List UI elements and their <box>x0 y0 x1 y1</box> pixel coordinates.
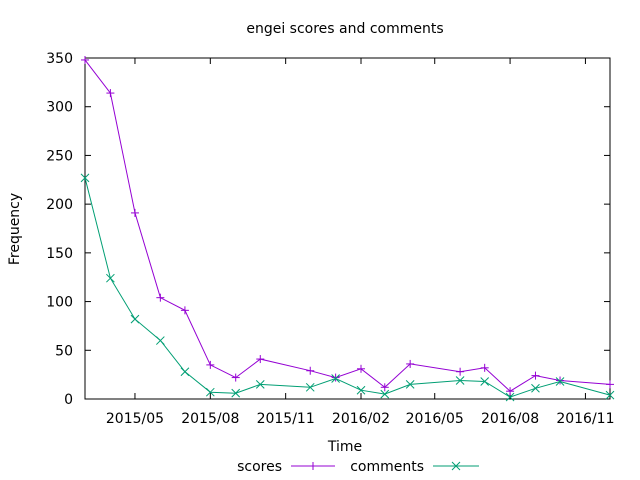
legend-label: comments <box>350 459 424 475</box>
marker-stroke <box>531 383 540 393</box>
data-point <box>531 371 540 380</box>
data-point <box>331 373 340 382</box>
chart-title: engei scores and comments <box>246 21 443 37</box>
x-tick-label: 2016/08 <box>481 411 539 427</box>
marker-stroke <box>231 388 241 398</box>
y-tick-label: 250 <box>46 148 73 164</box>
series-line <box>84 177 611 398</box>
data-point <box>206 360 215 369</box>
data-point <box>480 377 490 386</box>
marker-stroke <box>505 392 515 402</box>
y-axis: 0 50 100 150 200 250 300 350 <box>46 51 610 408</box>
legend-entry-comments: comments <box>350 459 479 475</box>
data-point <box>256 355 265 364</box>
x-tick-label: 2015/11 <box>257 411 315 427</box>
y-tick-label: 350 <box>46 51 73 67</box>
data-point <box>356 385 366 395</box>
marker-stroke <box>451 461 461 471</box>
data-point <box>405 380 415 389</box>
data-point <box>505 392 515 402</box>
data-point <box>531 383 540 393</box>
marker-stroke <box>356 385 366 395</box>
data-point <box>380 383 389 392</box>
data-point <box>130 208 139 217</box>
y-tick-label: 150 <box>46 246 73 262</box>
y-tick-label: 200 <box>46 197 73 213</box>
data-point <box>480 363 489 372</box>
y-tick-label: 100 <box>46 295 73 311</box>
data-point <box>106 273 115 283</box>
data-point <box>605 390 615 400</box>
data-point <box>156 293 165 302</box>
data-point <box>231 373 240 382</box>
data-point <box>155 336 165 345</box>
data-point <box>506 387 515 396</box>
marker-stroke <box>180 367 190 377</box>
marker-stroke <box>106 273 115 283</box>
marker-stroke <box>380 389 390 399</box>
data-point <box>451 461 461 471</box>
data-point <box>555 377 565 386</box>
marker-stroke <box>205 387 215 397</box>
data-point <box>180 367 190 377</box>
x-axis: 2015/05 2015/08 2015/11 2016/02 2016/05 2016/… <box>106 58 615 427</box>
y-tick-label: 300 <box>46 100 73 116</box>
marker-stroke <box>155 336 165 345</box>
x-axis-label: Time <box>327 439 362 455</box>
marker-stroke <box>305 382 315 392</box>
data-point <box>331 374 340 383</box>
data-point <box>306 366 315 375</box>
data-point <box>455 376 465 385</box>
x-tick-label: 2016/05 <box>406 411 464 427</box>
marker-stroke <box>331 374 340 383</box>
data-point <box>106 89 115 98</box>
data-point <box>205 387 215 397</box>
series-line <box>84 59 611 392</box>
x-tick-label: 2016/02 <box>332 411 390 427</box>
marker-stroke <box>480 377 490 386</box>
y-axis-label: Frequency <box>7 193 23 265</box>
data-point <box>231 388 241 398</box>
data-point <box>357 364 366 373</box>
series-layer <box>80 55 615 402</box>
data-point <box>556 376 565 385</box>
marker-stroke <box>555 377 565 386</box>
data-point <box>606 380 614 389</box>
x-tick-label: 2015/08 <box>181 411 239 427</box>
series-comments <box>80 173 615 402</box>
data-point <box>130 314 140 324</box>
data-point <box>81 55 89 64</box>
marker-stroke <box>255 380 265 389</box>
data-point <box>80 173 90 183</box>
marker-stroke <box>605 390 615 400</box>
x-tick-label: 2015/05 <box>106 411 164 427</box>
x-tick-label: 2016/11 <box>556 411 614 427</box>
data-point <box>305 382 315 392</box>
data-point <box>309 462 317 470</box>
marker-stroke <box>455 376 465 385</box>
marker-stroke <box>130 314 140 324</box>
y-tick-label: 0 <box>64 392 73 408</box>
marker-stroke <box>80 173 90 183</box>
legend-entry-scores: scores <box>237 459 335 475</box>
y-tick-label: 50 <box>55 343 73 359</box>
legend: scores comments <box>237 459 479 475</box>
data-point <box>380 389 390 399</box>
data-point <box>255 380 265 389</box>
data-point <box>406 359 415 368</box>
legend-label: scores <box>237 459 282 475</box>
data-point <box>180 306 189 315</box>
data-point <box>456 367 465 376</box>
plot-border <box>84 57 611 400</box>
series-scores <box>81 55 614 396</box>
marker-stroke <box>405 380 415 389</box>
